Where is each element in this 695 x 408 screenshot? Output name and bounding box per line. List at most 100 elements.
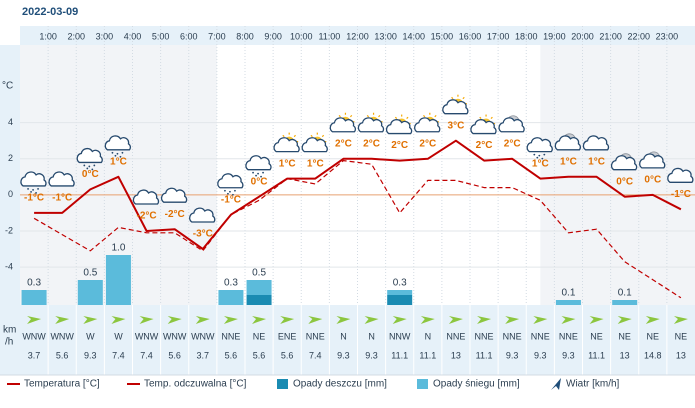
snowflake bbox=[111, 151, 114, 154]
temperature-label: 2°C bbox=[391, 140, 408, 151]
weather-icon bbox=[301, 132, 328, 153]
precip-label: 0.1 bbox=[618, 288, 632, 299]
wind-speed: 7.4 bbox=[112, 350, 125, 360]
weather-icon bbox=[160, 187, 188, 203]
wind-arrow bbox=[617, 316, 632, 324]
wind-speed: 9.3 bbox=[337, 350, 350, 360]
sun-ray bbox=[462, 96, 465, 100]
wind-speed: 5.6 bbox=[253, 350, 266, 360]
sun-ray bbox=[434, 114, 437, 118]
wind-direction: NE bbox=[675, 331, 688, 341]
wind-arrow bbox=[589, 316, 604, 324]
weather-icon bbox=[498, 115, 525, 133]
snowflake bbox=[232, 193, 234, 196]
temperature-label: -1°C bbox=[221, 194, 241, 205]
wind-direction: NNE bbox=[221, 331, 240, 341]
hour-label: 4:00 bbox=[124, 31, 142, 41]
wind-speed: 9.3 bbox=[84, 350, 97, 360]
wind-direction: NE bbox=[253, 331, 266, 341]
wind-arrow bbox=[280, 316, 295, 324]
temperature-label: 2°C bbox=[335, 138, 352, 149]
snowflake bbox=[255, 174, 257, 177]
cloud bbox=[385, 119, 413, 135]
wind-arrow bbox=[167, 316, 182, 324]
wind-arrow bbox=[27, 316, 42, 324]
weather-icon bbox=[245, 155, 272, 178]
wind-direction: WNW bbox=[22, 331, 46, 341]
sun-ray bbox=[378, 114, 381, 118]
wind-arrow bbox=[533, 316, 548, 324]
cloud bbox=[526, 137, 553, 153]
legend-wind-icon bbox=[551, 378, 561, 390]
y-tick-label: -2 bbox=[5, 225, 13, 235]
weather-icon bbox=[442, 94, 469, 115]
hour-label: 15:00 bbox=[431, 31, 454, 41]
cloud bbox=[357, 117, 385, 133]
wind-direction: WNW bbox=[191, 331, 215, 341]
wind-direction: NNW bbox=[389, 331, 411, 341]
temperature-label: 1°C bbox=[279, 158, 296, 169]
wind-direction: NNE bbox=[559, 331, 578, 341]
snowflake bbox=[116, 152, 119, 155]
temperature-label: 1°C bbox=[110, 156, 127, 167]
snowflake bbox=[88, 165, 91, 168]
snowflake bbox=[83, 164, 86, 167]
wind-direction: NNE bbox=[475, 331, 494, 341]
wind-direction: N bbox=[425, 331, 432, 341]
wind-arrow bbox=[223, 316, 238, 324]
wind-speed: 5.6 bbox=[168, 350, 181, 360]
cloud bbox=[667, 167, 694, 183]
snowflake bbox=[234, 189, 236, 192]
snowflake bbox=[533, 153, 536, 156]
cloud bbox=[329, 117, 357, 133]
legend-swatch bbox=[417, 379, 428, 389]
weather-icon bbox=[667, 167, 694, 183]
precip-label: 0.5 bbox=[83, 268, 97, 279]
cloud bbox=[48, 171, 75, 187]
snowflake bbox=[541, 157, 544, 160]
wind-direction: NE bbox=[647, 331, 660, 341]
hour-label: 2:00 bbox=[67, 31, 85, 41]
snowflake bbox=[32, 189, 34, 191]
wind-direction: N bbox=[368, 331, 375, 341]
wind-direction: ENE bbox=[278, 331, 297, 341]
snowflake bbox=[257, 172, 259, 175]
snowflake bbox=[543, 153, 546, 156]
wind-direction: NNE bbox=[503, 331, 522, 341]
cloud bbox=[498, 117, 525, 133]
hour-label: 18:00 bbox=[515, 31, 538, 41]
sun-ray bbox=[479, 116, 482, 120]
hour-label: 23:00 bbox=[656, 31, 679, 41]
weather-icon bbox=[554, 133, 582, 151]
hour-label: 14:00 bbox=[402, 31, 425, 41]
snowflake bbox=[30, 191, 32, 193]
snowflake bbox=[27, 188, 29, 190]
precip-bar bbox=[246, 280, 272, 295]
precip-bar bbox=[612, 300, 638, 305]
wind-direction: NE bbox=[590, 331, 603, 341]
wind-direction: WNW bbox=[163, 331, 187, 341]
wind-arrow bbox=[420, 316, 435, 324]
cloud bbox=[301, 137, 328, 153]
temperature-label: -3°C bbox=[193, 229, 213, 240]
wind-speed: 13 bbox=[620, 350, 630, 360]
cloud bbox=[554, 135, 582, 151]
temperature-label: 2°C bbox=[504, 138, 521, 149]
precip-bar bbox=[555, 300, 581, 305]
wind-arrow bbox=[195, 316, 210, 324]
wind-arrow bbox=[392, 316, 407, 324]
snowflake bbox=[262, 171, 264, 174]
snowflake bbox=[260, 175, 262, 178]
temperature-label: 3°C bbox=[448, 120, 465, 131]
wind-direction: NNE bbox=[531, 331, 550, 341]
temperature-label: 1°C bbox=[560, 156, 577, 167]
temperature-label: 1°C bbox=[532, 158, 549, 169]
daylight-bg bbox=[216, 45, 541, 305]
hour-label: 3:00 bbox=[96, 31, 114, 41]
sun-ray bbox=[423, 114, 426, 118]
wind-arrow bbox=[673, 316, 688, 324]
wind-direction: WNW bbox=[135, 331, 159, 341]
legend-label: Temperatura [°C] bbox=[24, 379, 100, 390]
weather-icon bbox=[582, 135, 610, 151]
